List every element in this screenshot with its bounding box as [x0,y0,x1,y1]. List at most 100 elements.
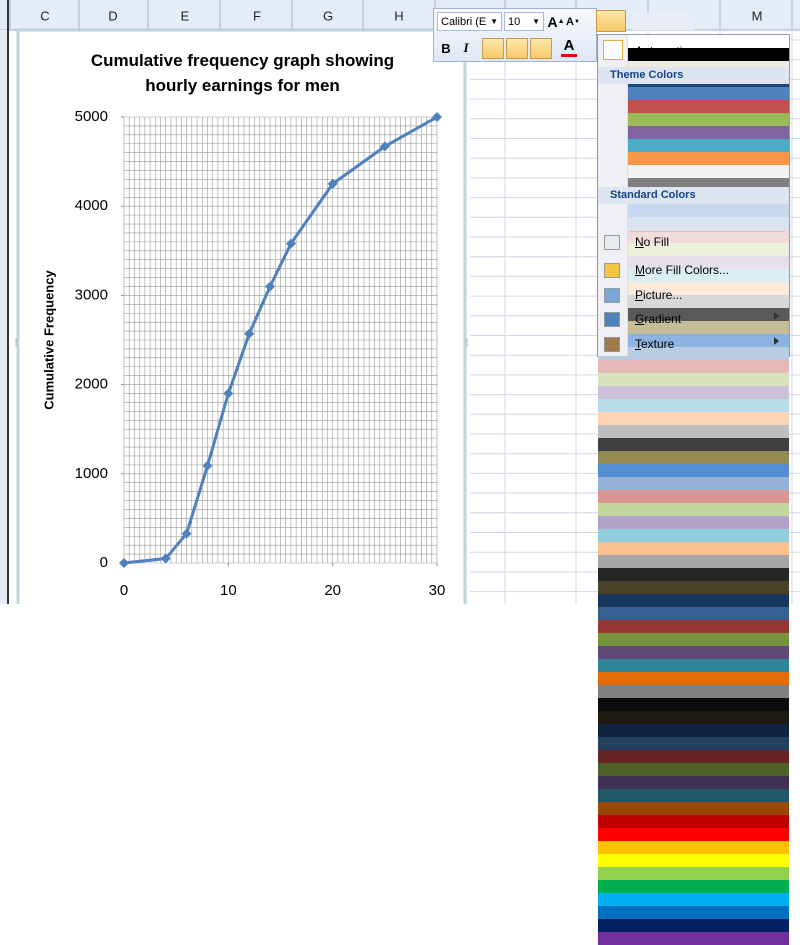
handle: ⁞ [15,339,18,350]
color-swatch[interactable] [598,581,789,594]
color-swatch[interactable] [598,269,789,282]
menu-item[interactable]: More Fill Colors... [635,263,730,277]
color-swatch[interactable] [598,100,789,113]
bold-button[interactable]: B [437,38,455,58]
size-box[interactable]: 10 ▼ [504,12,544,31]
color-swatch[interactable] [598,477,789,490]
color-swatch[interactable] [598,256,789,269]
color-swatch[interactable] [598,35,789,48]
data-point [379,141,390,152]
color-swatch[interactable] [598,854,789,867]
color-swatch[interactable] [598,568,789,581]
color-swatch[interactable] [598,334,789,347]
color-swatch[interactable] [598,217,789,230]
color-swatch[interactable] [598,516,789,529]
menu-item[interactable]: Texture [635,337,675,351]
color-swatch[interactable] [598,724,789,737]
color-swatch[interactable] [598,399,789,412]
color-swatch[interactable] [598,646,789,659]
color-swatch[interactable] [598,373,789,386]
x-tick-label: 20 [324,582,341,599]
color-swatch[interactable] [598,828,789,841]
color-swatch[interactable] [598,542,789,555]
data-point [265,281,276,292]
color-swatch[interactable] [598,633,789,646]
align-center[interactable] [506,38,528,59]
font-box[interactable]: Calibri (E ▼ [437,12,502,31]
color-swatch[interactable] [598,906,789,919]
color-swatch[interactable] [598,48,789,61]
color-swatch[interactable] [598,451,789,464]
color-swatch[interactable] [598,607,789,620]
color-swatch[interactable] [598,126,789,139]
column-header: E [181,8,190,23]
color-swatch[interactable] [598,659,789,672]
menu-item[interactable]: No Fill [635,235,670,249]
color-swatch[interactable] [598,321,789,334]
color-swatch[interactable] [598,438,789,451]
font-color[interactable]: A [558,36,580,58]
color-swatch[interactable] [598,87,789,100]
color-swatch[interactable] [598,555,789,568]
font-name: Calibri (E [441,15,487,28]
y-tick-label: 1000 [75,465,108,482]
color-swatch[interactable] [598,867,789,880]
color-swatch[interactable] [598,295,789,308]
submenu-arrow [774,337,779,345]
color-swatch[interactable] [598,204,789,217]
fill-color-button[interactable] [596,10,626,32]
color-swatch[interactable] [598,880,789,893]
color-swatch[interactable] [598,737,789,750]
color-swatch[interactable] [598,672,789,685]
border-tools[interactable] [632,12,694,30]
color-swatch[interactable] [598,464,789,477]
menu-item[interactable]: Automatic [635,44,689,58]
color-swatch[interactable] [598,789,789,802]
color-swatch[interactable] [598,815,789,828]
menu-item[interactable]: Gradient [635,312,682,326]
color-swatch[interactable] [598,490,789,503]
data-point [160,553,171,564]
color-swatch[interactable] [598,386,789,399]
align-left[interactable] [482,38,504,59]
color-swatch[interactable] [598,529,789,542]
color-swatch[interactable] [598,412,789,425]
color-swatch[interactable] [598,113,789,126]
data-point [202,460,213,471]
color-swatch[interactable] [598,425,789,438]
color-swatch[interactable] [598,139,789,152]
align-right[interactable] [530,38,552,59]
column-header: D [108,8,117,23]
grow-font[interactable]: A ▲ [547,13,565,30]
color-swatch[interactable] [598,243,789,256]
color-swatch[interactable] [598,750,789,763]
color-swatch[interactable] [598,230,789,243]
color-swatch[interactable] [598,711,789,724]
italic-button[interactable]: I [457,38,475,58]
shrink-font[interactable]: A ▼ [566,15,580,28]
color-swatch[interactable] [598,165,789,178]
mini-toolbar: Calibri (E ▼ 10 ▼ A ▲ A ▼ B I A [433,8,597,62]
color-swatch[interactable] [598,347,789,360]
color-swatch[interactable] [598,685,789,698]
color-swatch[interactable] [598,620,789,633]
submenu-arrow [774,312,779,320]
color-swatch[interactable] [598,503,789,516]
color-swatch[interactable] [598,152,789,165]
color-swatch[interactable] [598,893,789,906]
color-swatch[interactable] [598,919,789,932]
color-swatch[interactable] [598,932,789,945]
color-swatch[interactable] [598,763,789,776]
color-swatch[interactable] [598,698,789,711]
color-swatch[interactable] [598,776,789,789]
row-header [0,30,8,604]
color-swatch[interactable] [598,594,789,607]
color-swatch[interactable] [598,841,789,854]
color-swatch[interactable] [598,308,789,321]
color-swatch[interactable] [598,282,789,295]
color-swatch[interactable] [598,802,789,815]
menu-item[interactable]: Picture... [635,288,683,302]
color-swatch[interactable] [598,360,789,373]
